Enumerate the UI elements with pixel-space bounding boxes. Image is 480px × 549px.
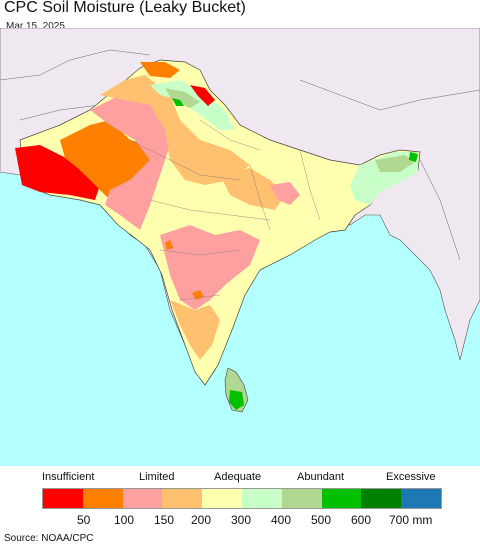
insufficient-zone-ladakh xyxy=(190,85,215,106)
map-date: Mar 15, 2025 xyxy=(6,21,65,32)
legend-swatch xyxy=(281,489,322,508)
legend-tick: 100 xyxy=(114,513,135,527)
legend-swatch xyxy=(162,489,203,508)
abundant-zone-northeast xyxy=(375,155,415,172)
soil-moisture-map xyxy=(0,28,480,466)
legend-tick: 300 xyxy=(231,513,252,527)
legend-ticks: 50 100 150 200 300 400 500 600 700 mm xyxy=(0,513,480,527)
legend-swatch xyxy=(43,489,83,508)
limited-zone-deccan xyxy=(160,225,260,310)
excessive-spot-kashmir xyxy=(172,98,184,106)
legend-category-insufficient: Insufficient xyxy=(42,471,95,483)
neighbour-borders xyxy=(0,49,480,261)
legend-swatch xyxy=(82,489,123,508)
limited-zone-gilgit xyxy=(140,62,180,78)
legend-tick: 400 xyxy=(271,513,292,527)
legend-swatch xyxy=(401,489,441,508)
source-credit: Source: NOAA/CPC xyxy=(4,533,94,544)
legend-swatch xyxy=(122,489,163,508)
legend-color-bar xyxy=(42,488,442,509)
legend-swatch xyxy=(202,489,242,508)
dry-zone-central xyxy=(100,75,250,185)
legend-swatch xyxy=(321,489,362,508)
map-title: CPC Soil Moisture (Leaky Bucket) xyxy=(4,0,246,16)
dry-zone-east xyxy=(220,168,285,210)
legend-tick: 50 xyxy=(77,513,91,527)
dry-zone-southwest xyxy=(170,300,220,360)
legend-swatch xyxy=(241,489,282,508)
legend-category-limited: Limited xyxy=(139,471,175,483)
sri-lanka-wet-zone xyxy=(229,390,244,410)
legend-tick: 600 xyxy=(351,513,372,527)
abundant-zone-kashmir xyxy=(165,88,200,108)
excessive-spot-northeast xyxy=(409,152,418,162)
insufficient-zone-pakistan xyxy=(15,145,100,200)
limited-zone-east xyxy=(270,182,300,205)
legend-swatch xyxy=(361,489,402,508)
legend-category-excessive: Excessive xyxy=(386,471,436,483)
legend-tick: 200 xyxy=(191,513,212,527)
limited-zone-rajasthan xyxy=(90,95,170,230)
legend-category-abundant: Abundant xyxy=(297,471,345,483)
legend-tick: 700 mm xyxy=(389,513,433,527)
legend-tick: 500 xyxy=(311,513,332,527)
limited-spot-central xyxy=(165,240,173,250)
state-borders xyxy=(129,119,321,301)
legend-tick: 150 xyxy=(154,513,175,527)
legend-categories: Insufficient Limited Adequate Abundant E… xyxy=(0,471,480,485)
legend-category-adequate: Adequate xyxy=(214,471,262,483)
